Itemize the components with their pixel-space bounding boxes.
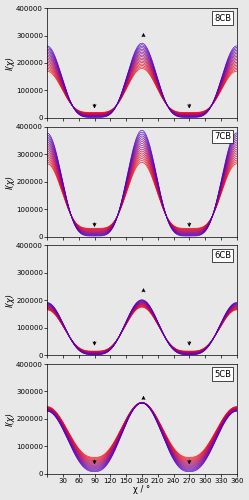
Text: 6CB: 6CB (214, 251, 231, 260)
Y-axis label: I(χ): I(χ) (5, 56, 14, 70)
Text: 5CB: 5CB (214, 370, 231, 378)
Y-axis label: I(χ): I(χ) (5, 294, 14, 308)
X-axis label: χ / °: χ / ° (133, 486, 150, 494)
Text: 7CB: 7CB (214, 132, 231, 141)
Text: 8CB: 8CB (214, 14, 231, 22)
Y-axis label: I(χ): I(χ) (5, 174, 14, 188)
Y-axis label: I(χ): I(χ) (5, 412, 14, 426)
